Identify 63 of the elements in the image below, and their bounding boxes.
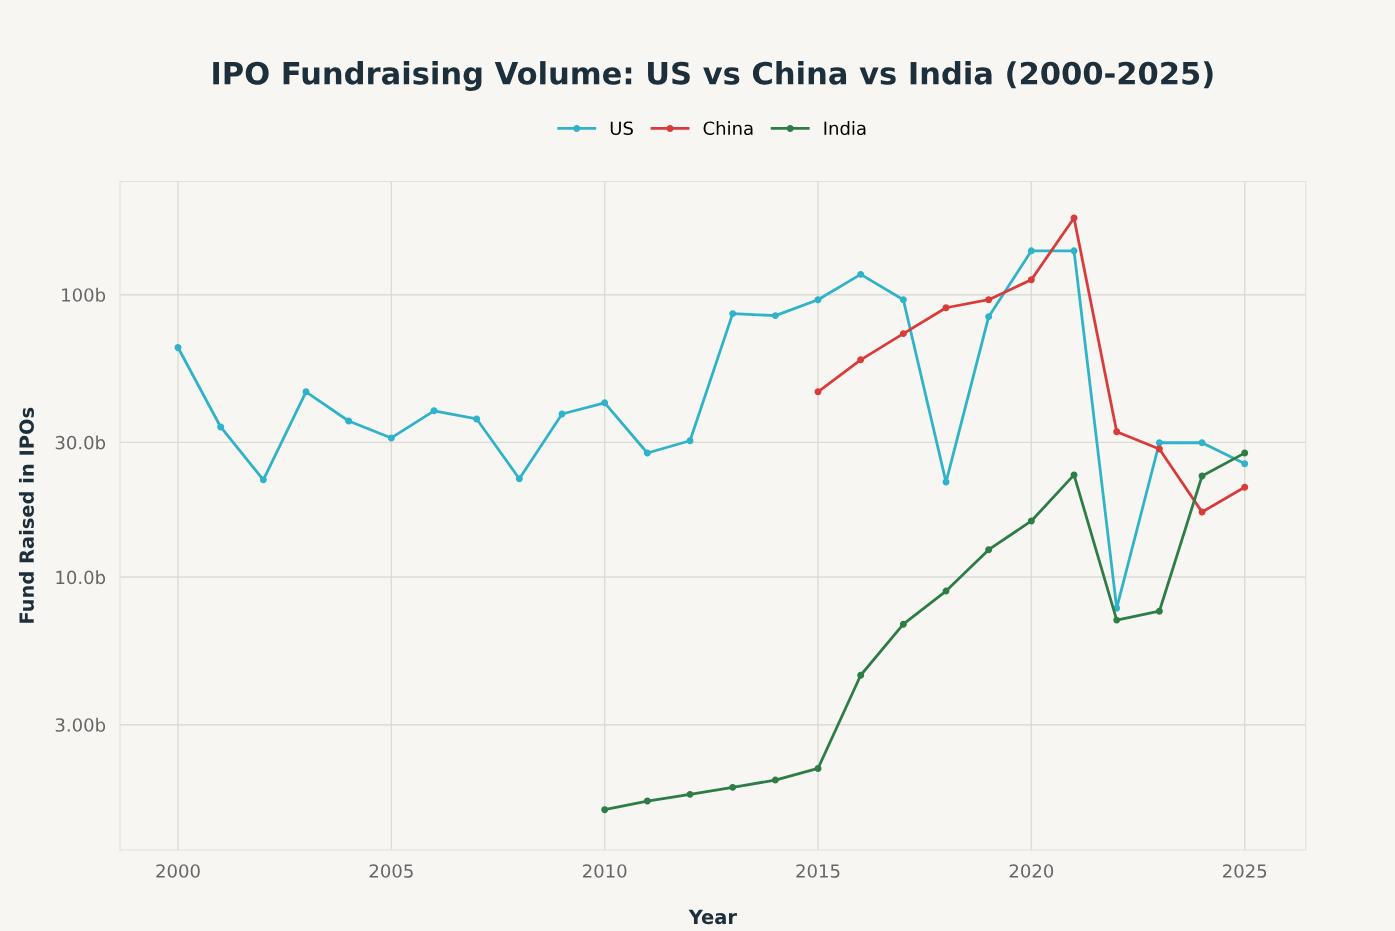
point xyxy=(899,296,907,304)
point xyxy=(1027,247,1035,255)
point xyxy=(1113,428,1121,436)
point xyxy=(643,797,651,805)
point xyxy=(345,417,353,425)
point xyxy=(729,783,737,791)
legend-label: India xyxy=(824,121,866,136)
point xyxy=(857,270,865,278)
point xyxy=(985,296,993,304)
point xyxy=(985,546,993,554)
point xyxy=(1070,214,1078,222)
point xyxy=(1241,483,1249,491)
point xyxy=(1070,247,1078,255)
point xyxy=(814,296,822,304)
x-tick-label: 2010 xyxy=(583,864,627,878)
point xyxy=(1155,607,1163,615)
point xyxy=(899,620,907,628)
point xyxy=(1155,439,1163,447)
point xyxy=(1070,471,1078,479)
point xyxy=(430,407,438,415)
chart-title: IPO Fundraising Volume: US vs China vs India (2000-2025) xyxy=(213,61,1213,91)
point xyxy=(686,790,694,798)
legend-label: China xyxy=(703,121,753,136)
point xyxy=(1155,445,1163,453)
x-tick-label: 2005 xyxy=(369,864,413,878)
legend-label: US xyxy=(610,121,633,136)
point xyxy=(771,776,779,784)
point xyxy=(259,476,267,484)
point xyxy=(1241,449,1249,457)
point xyxy=(942,304,950,312)
y-tick-label: 10.0b xyxy=(56,570,106,585)
point xyxy=(643,449,651,457)
point xyxy=(857,356,865,364)
x-tick-label: 2015 xyxy=(796,864,840,878)
x-tick-label: 2000 xyxy=(156,864,200,878)
point xyxy=(1198,439,1206,447)
point xyxy=(1027,276,1035,284)
y-tick-label: 100b xyxy=(62,287,106,302)
y-tick-label: 3.00b xyxy=(55,717,106,732)
point xyxy=(601,399,609,407)
point xyxy=(686,437,694,445)
point xyxy=(473,415,481,423)
y-tick-label: 30.0b xyxy=(55,435,106,450)
point xyxy=(217,423,225,431)
x-axis-title: Year xyxy=(688,909,737,925)
point xyxy=(1113,616,1121,624)
point xyxy=(1241,460,1249,468)
point xyxy=(515,475,523,483)
point xyxy=(899,330,907,338)
x-tick-label: 2020 xyxy=(1009,864,1054,878)
point xyxy=(387,434,395,442)
point xyxy=(174,344,182,351)
point xyxy=(985,313,993,321)
point xyxy=(302,388,310,396)
x-tick-label: 2025 xyxy=(1223,864,1267,878)
y-axis-title: Fund Raised in IPOs xyxy=(18,407,34,623)
point xyxy=(729,310,737,318)
point xyxy=(814,764,822,772)
point xyxy=(771,312,779,320)
point xyxy=(814,388,822,396)
point xyxy=(601,806,609,814)
point xyxy=(857,671,865,679)
point xyxy=(1027,517,1035,525)
